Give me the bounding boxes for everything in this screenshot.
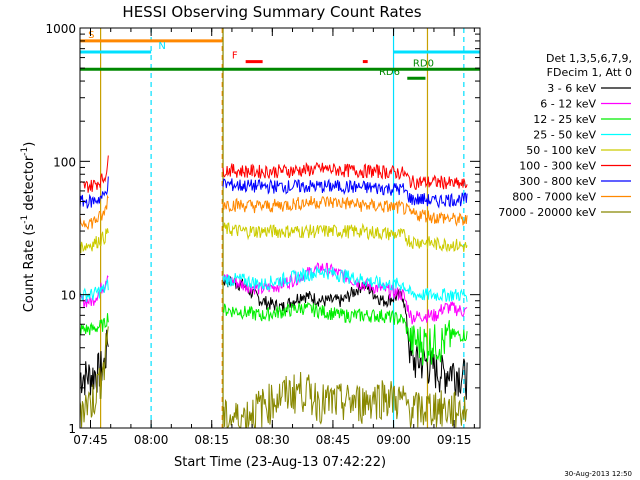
series-line-5 bbox=[79, 155, 468, 193]
series-line-2 bbox=[79, 301, 468, 366]
flag-label-6: RD0 bbox=[413, 58, 434, 69]
plot-background bbox=[80, 28, 480, 428]
legend-header-2: FDecim 1, Att 0 bbox=[547, 66, 632, 79]
legend-label-5: 100 - 300 keV bbox=[519, 160, 596, 173]
x-axis-ticks: 07:45 08:00 08:15 08:30 08:45 09:00 09:15 bbox=[73, 28, 475, 447]
y-label-end: ) bbox=[22, 142, 37, 147]
legend-header-1: Det 1,3,5,6,7,9, bbox=[546, 52, 632, 65]
x-tick-label-4: 08:45 bbox=[316, 433, 351, 447]
series-line-3 bbox=[79, 266, 468, 303]
y-axis-ticks: 1 10 100 1000 bbox=[45, 22, 480, 436]
x-tick-label-1: 08:00 bbox=[134, 433, 169, 447]
plot-border bbox=[79, 27, 481, 429]
x-tick-label-2: 08:15 bbox=[194, 433, 229, 447]
series-line-8 bbox=[79, 326, 468, 428]
legend-label-6: 300 - 800 keV bbox=[519, 175, 596, 188]
series-layer bbox=[79, 155, 468, 428]
x-tick-label-3: 08:30 bbox=[255, 433, 290, 447]
y-axis-label: Count Rate (s-1 detector-1) bbox=[20, 142, 37, 313]
flag-label-3: F bbox=[232, 51, 238, 62]
legend-label-2: 12 - 25 keV bbox=[533, 113, 596, 126]
y-tick-label-0: 1 bbox=[68, 422, 76, 436]
y-tick-label-1: 10 bbox=[61, 289, 76, 303]
y-tick-label-2: 100 bbox=[53, 155, 76, 169]
y-label-part: Count Rate (s bbox=[22, 224, 37, 313]
x-tick-label-0: 07:45 bbox=[73, 433, 108, 447]
series-line-4 bbox=[79, 222, 468, 254]
legend-label-4: 50 - 100 keV bbox=[526, 144, 596, 157]
vertical-lines bbox=[100, 28, 465, 428]
plot-area bbox=[80, 28, 480, 428]
y-tick-label-3: 1000 bbox=[45, 22, 76, 36]
legend: Det 1,3,5,6,7,9, FDecim 1, Att 0 3 - 6 k… bbox=[498, 52, 632, 219]
legend-label-1: 6 - 12 keV bbox=[540, 98, 596, 111]
flag-label-0: S bbox=[88, 30, 94, 41]
legend-label-0: 3 - 6 keV bbox=[547, 82, 596, 95]
series-line-7 bbox=[79, 194, 468, 230]
x-tick-label-6: 09:15 bbox=[437, 433, 472, 447]
y-label-sup2: -1 bbox=[20, 147, 30, 156]
chart-title: HESSI Observing Summary Count Rates bbox=[122, 3, 421, 21]
flag-label-7: RD6 bbox=[379, 67, 400, 78]
flag-label-1: N bbox=[158, 41, 165, 52]
y-label-mid: detector bbox=[22, 155, 37, 215]
x-axis-label: Start Time (23-Aug-13 07:42:22) bbox=[174, 455, 386, 470]
legend-label-3: 25 - 50 keV bbox=[533, 129, 596, 142]
y-label-sup1: -1 bbox=[20, 215, 30, 224]
flag-bars: S N F RD0 RD6 bbox=[80, 30, 480, 80]
legend-label-8: 7000 - 20000 keV bbox=[498, 206, 596, 219]
legend-label-7: 800 - 7000 keV bbox=[512, 191, 596, 204]
x-tick-label-5: 09:00 bbox=[376, 433, 411, 447]
plot-frame bbox=[79, 27, 481, 429]
timestamp: 30-Aug-2013 12:50 bbox=[564, 470, 632, 478]
